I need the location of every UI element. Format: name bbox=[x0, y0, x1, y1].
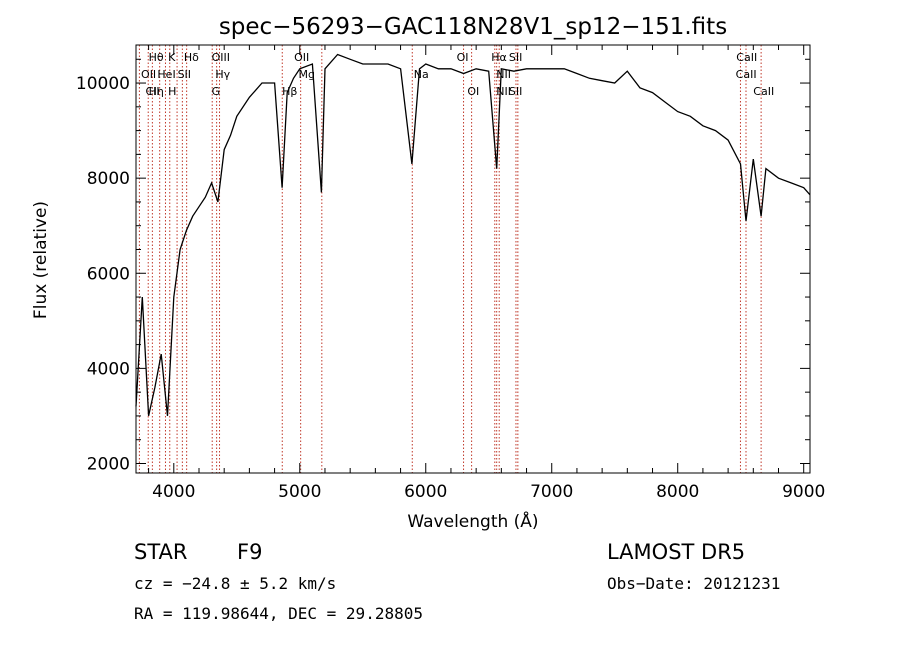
x-tick-label: 6000 bbox=[404, 482, 447, 502]
spectral-line-label: G bbox=[212, 85, 221, 98]
x-axis-label: Wavelength (Å) bbox=[407, 510, 538, 532]
spectral-line-label: H bbox=[168, 85, 176, 98]
chart-title: spec−56293−GAC118N28V1_sp12−151.fits bbox=[219, 14, 727, 40]
spectral-line-label: Hδ bbox=[184, 51, 199, 64]
spectral-line-label: OI bbox=[457, 51, 469, 64]
spectral-line-label: HeI bbox=[157, 68, 175, 81]
spectral-line-label: OI bbox=[467, 85, 479, 98]
spectral-line-label: NII bbox=[496, 68, 511, 81]
y-tick-label: 10000 bbox=[76, 74, 130, 94]
spectral-line-label: Hα bbox=[491, 51, 507, 64]
y-tick-label: 4000 bbox=[87, 359, 130, 379]
spectral-line-label: Hη bbox=[149, 85, 164, 98]
spectral-line-label: Mg bbox=[299, 68, 315, 81]
spectral-line-label: OII bbox=[294, 51, 309, 64]
spectral-line-label: Hγ bbox=[215, 68, 230, 81]
spectral-line-label: CaII bbox=[736, 68, 757, 81]
spectral-line-label: SII bbox=[509, 85, 522, 98]
spectral-line-label: SII bbox=[509, 51, 522, 64]
y-tick-label: 6000 bbox=[87, 264, 130, 284]
spectral-line-label: CaII bbox=[736, 51, 757, 64]
x-tick-label: 5000 bbox=[278, 482, 321, 502]
spectral-line-label: K bbox=[168, 51, 176, 64]
survey-label: LAMOST DR5 bbox=[607, 540, 746, 564]
spectral-line-label: OII bbox=[141, 68, 156, 81]
spectral-line-label: NII bbox=[496, 85, 511, 98]
y-tick-label: 2000 bbox=[87, 454, 130, 474]
class-label: STAR bbox=[134, 540, 188, 564]
y-tick-label: 8000 bbox=[87, 169, 130, 189]
spectrum-line bbox=[135, 53, 811, 417]
spectral-line-label: CaII bbox=[753, 85, 774, 98]
x-tick-label: 7000 bbox=[530, 482, 573, 502]
plot-frame bbox=[135, 44, 811, 474]
spectral-line-label: OIII bbox=[212, 51, 230, 64]
spectral-line-label: CII bbox=[145, 85, 159, 98]
cz-label: cz = −24.8 ± 5.2 km/s bbox=[134, 574, 337, 593]
spectral-line-label: Na bbox=[414, 68, 429, 81]
spectral-line-label: Hθ bbox=[149, 51, 164, 64]
subclass-label: F9 bbox=[237, 540, 263, 564]
radec-label: RA = 119.98644, DEC = 29.28805 bbox=[134, 604, 423, 623]
y-axis-label: Flux (relative) bbox=[31, 201, 51, 319]
spectral-line-label: Hβ bbox=[282, 85, 297, 98]
obs-date-label: Obs−Date: 20121231 bbox=[607, 574, 781, 593]
x-tick-label: 8000 bbox=[656, 482, 699, 502]
x-tick-label: 4000 bbox=[152, 482, 195, 502]
spectral-line-label: SII bbox=[178, 68, 191, 81]
x-tick-label: 9000 bbox=[782, 482, 825, 502]
